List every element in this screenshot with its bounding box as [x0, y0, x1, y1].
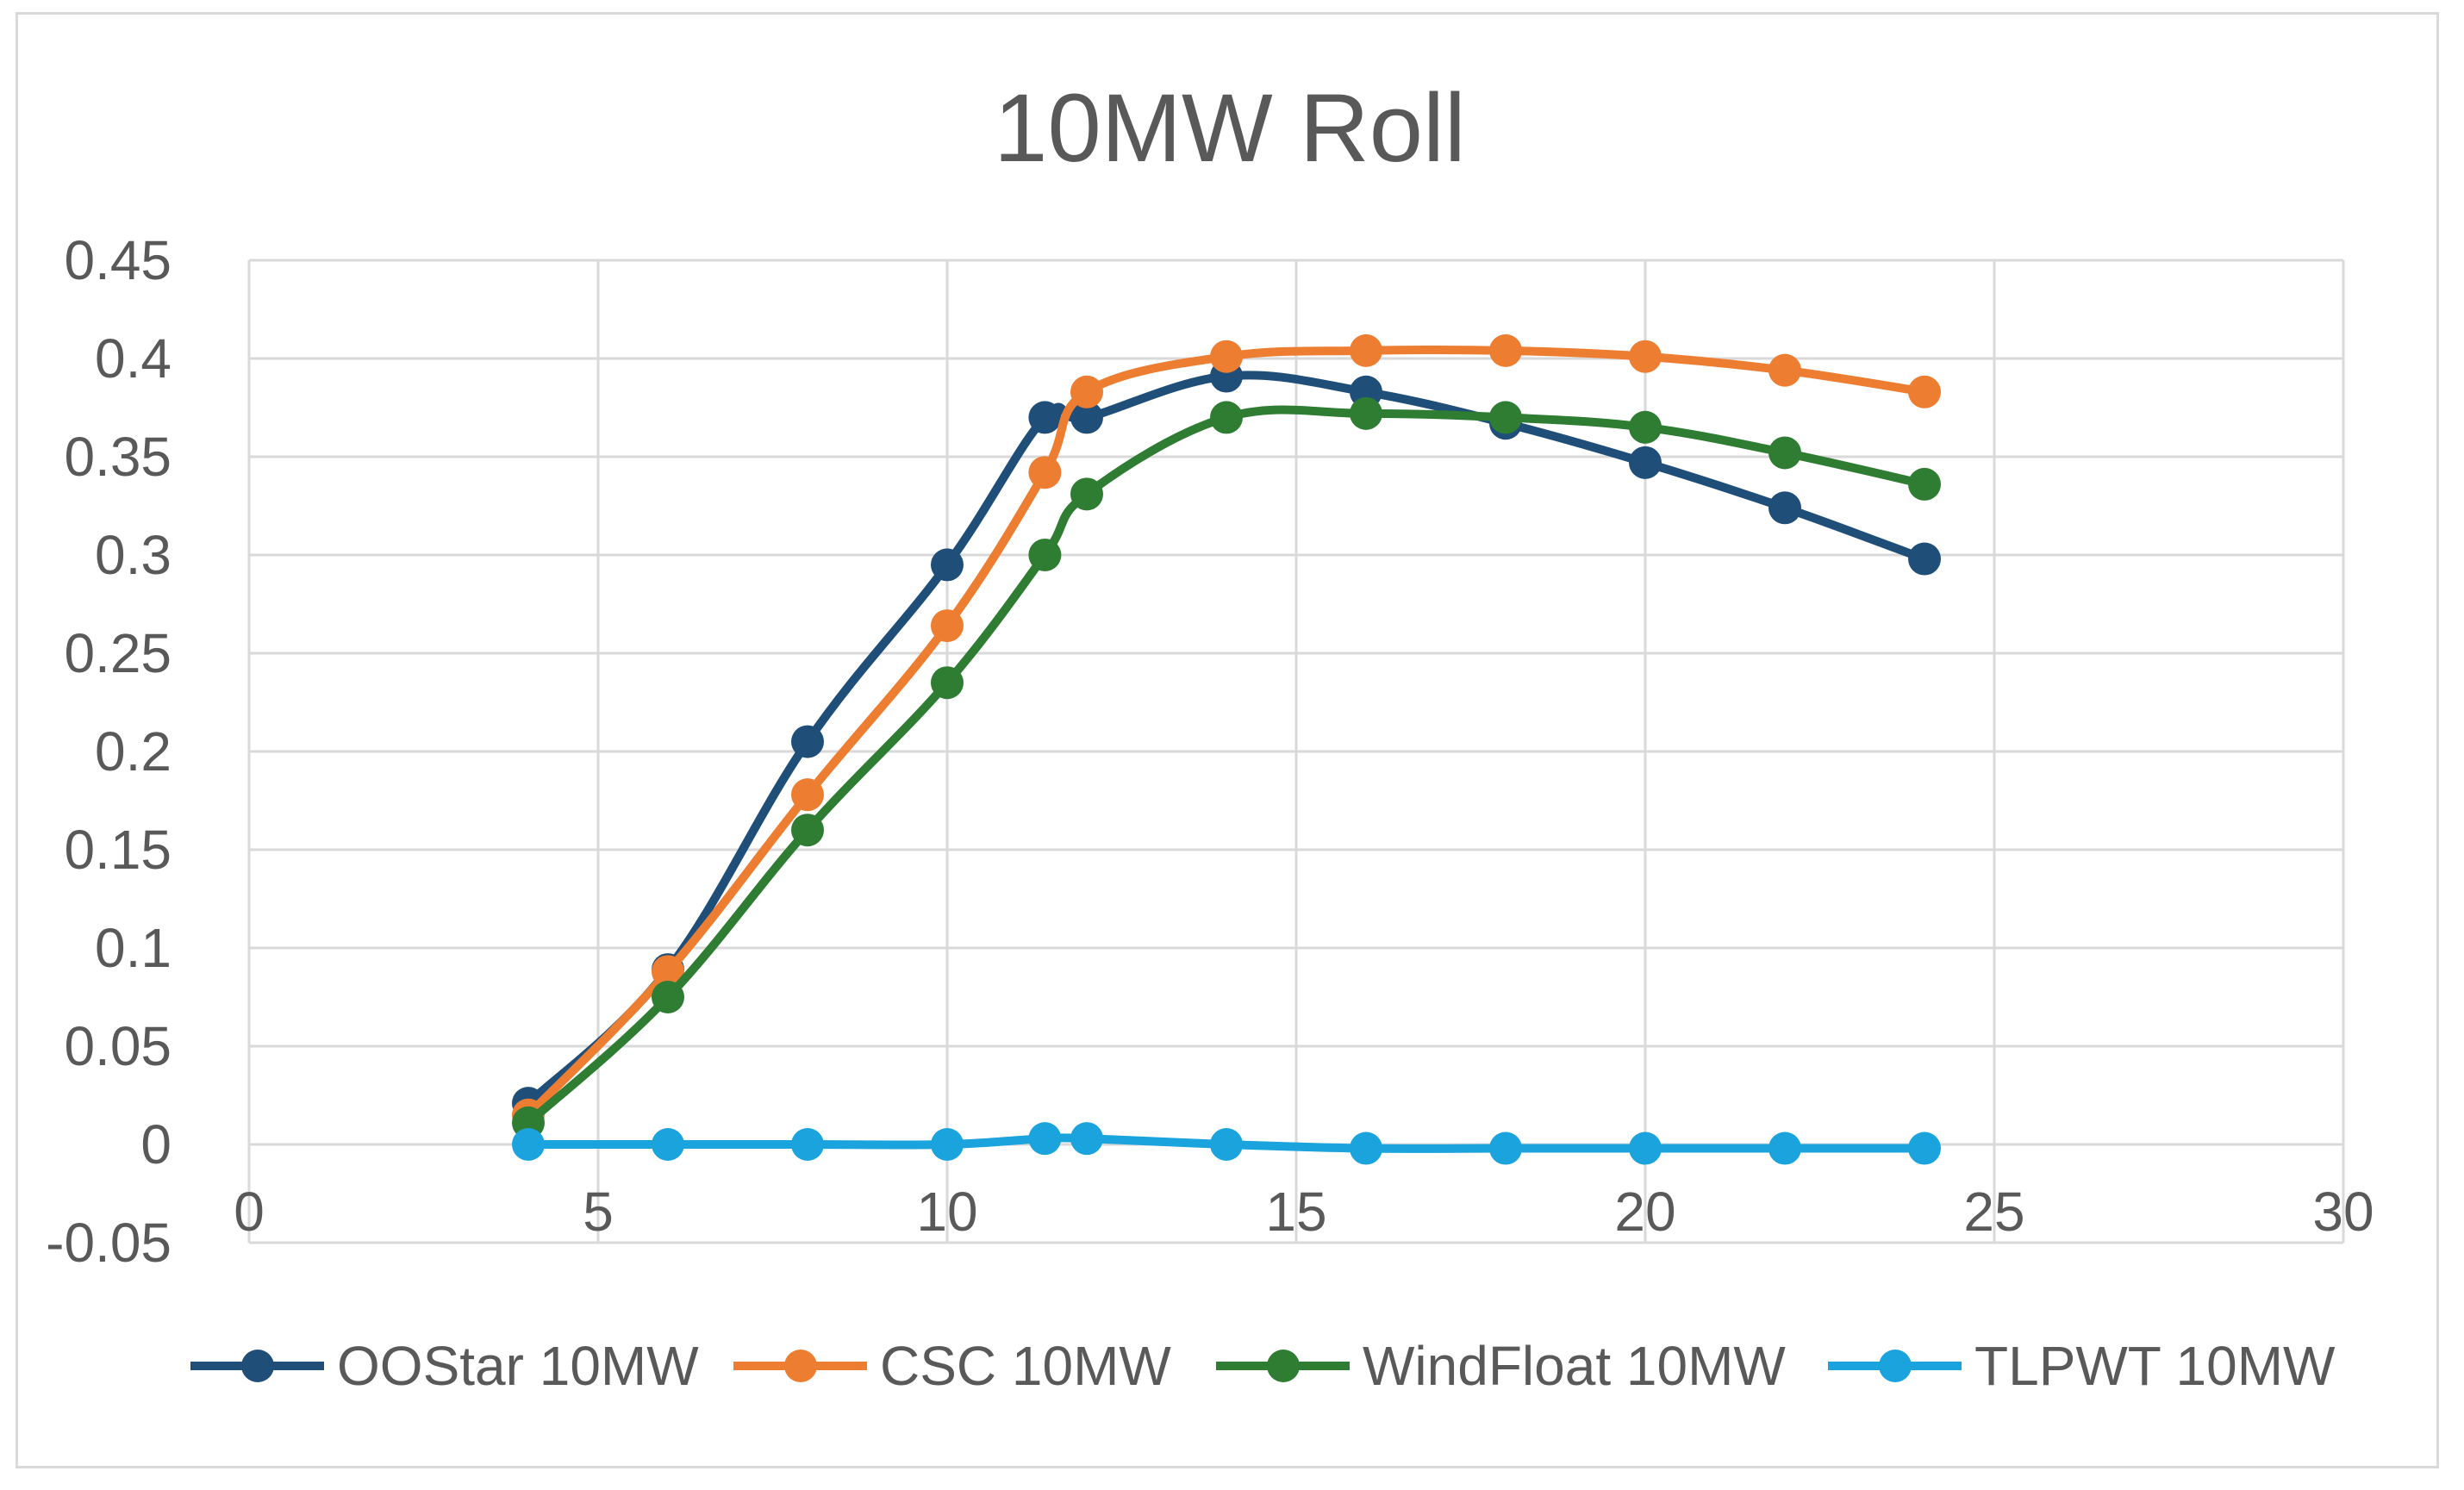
legend-marker: [241, 1350, 274, 1382]
legend-item: OOStar 10MW: [190, 1335, 699, 1397]
y-tick-label: 0.05: [64, 1015, 172, 1077]
y-tick-label: 0.3: [95, 524, 172, 586]
x-tick-label: 10: [916, 1181, 977, 1243]
legend-label: CSC 10MW: [880, 1335, 1171, 1397]
data-point: [791, 725, 824, 758]
data-point: [791, 1128, 824, 1161]
data-point: [1070, 1122, 1103, 1156]
data-point: [1908, 467, 1941, 501]
series-line: [524, 405, 1929, 1127]
data-point: [1768, 353, 1801, 387]
data-point: [1350, 396, 1382, 430]
data-point: [1908, 1132, 1941, 1165]
y-axis-tick-labels: -0.05 0 0.05 0.1 0.15 0.2 0.25 0.3 0.35 0.4 0.45: [46, 229, 172, 1274]
series-line: [524, 345, 1929, 1119]
series-tlpwt-10mw: [512, 1122, 1941, 1165]
data-point: [1350, 1132, 1382, 1165]
data-point: [1210, 401, 1243, 434]
data-point: [1070, 401, 1103, 434]
legend-marker: [1879, 1350, 1912, 1382]
legend-item: WindFloat 10MW: [1216, 1335, 1786, 1397]
y-tick-label: 0.1: [95, 917, 172, 979]
data-point: [652, 981, 684, 1013]
legend-item: CSC 10MW: [733, 1335, 1171, 1397]
series-line: [524, 1133, 1929, 1153]
data-point: [1768, 491, 1801, 525]
data-point: [931, 609, 964, 643]
legend-label: TLPWT 10MW: [1974, 1335, 2336, 1397]
data-point: [1768, 436, 1801, 470]
data-point: [512, 1128, 545, 1161]
data-point: [1070, 477, 1103, 511]
data-point: [1768, 1132, 1801, 1165]
y-tick-label: -0.05: [46, 1212, 172, 1274]
x-tick-label: 0: [234, 1181, 265, 1243]
legend-item: TLPWT 10MW: [1828, 1335, 2336, 1397]
data-point: [931, 666, 964, 700]
data-point: [931, 1128, 964, 1161]
x-axis-tick-labels: 0 5 10 15 20 25 30: [234, 1181, 2374, 1243]
data-point: [1028, 539, 1062, 571]
x-tick-label: 25: [1963, 1181, 2024, 1243]
series-windfloat-10mw: [512, 396, 1941, 1139]
data-point: [1210, 340, 1243, 373]
data-point: [1489, 401, 1522, 434]
data-point: [1028, 401, 1062, 434]
x-tick-label: 5: [583, 1181, 614, 1243]
x-tick-label: 15: [1265, 1181, 1326, 1243]
data-point: [1489, 1132, 1522, 1165]
series-csc-10mw: [512, 334, 1941, 1132]
data-point: [1629, 446, 1662, 479]
y-tick-label: 0: [140, 1113, 172, 1175]
y-tick-label: 0.15: [64, 819, 172, 881]
y-tick-label: 0.4: [95, 327, 172, 390]
legend: OOStar 10MW CSC 10MW WindFloat 10MW TLPWT 1…: [190, 1335, 2336, 1397]
data-point: [1908, 542, 1941, 576]
legend-marker: [1267, 1350, 1300, 1382]
legend-label: WindFloat 10MW: [1363, 1335, 1786, 1397]
data-point: [1028, 456, 1062, 489]
data-point: [1629, 1132, 1662, 1165]
data-point: [1070, 375, 1103, 408]
data-point: [1028, 1122, 1062, 1156]
data-point: [1210, 1128, 1243, 1161]
y-tick-label: 0.45: [64, 229, 172, 291]
x-tick-label: 20: [1614, 1181, 1675, 1243]
chart-svg: 10MW Roll 0 5 10 15 20 25 30 -0.05 0 0.05 0.1 0.15…: [46, 74, 2374, 1397]
data-point: [931, 548, 964, 582]
x-tick-label: 30: [2312, 1181, 2374, 1243]
chart-frame: 10MW Roll 0 5 10 15 20 25 30 -0.05 0 0.05 0.1 0.15…: [16, 12, 2439, 1468]
data-point: [1629, 410, 1662, 444]
series-layer: [512, 334, 1941, 1165]
y-tick-label: 0.35: [64, 426, 172, 488]
legend-marker: [784, 1350, 817, 1382]
y-tick-label: 0.25: [64, 622, 172, 684]
data-point: [1908, 375, 1941, 408]
y-tick-label: 0.2: [95, 720, 172, 782]
series-line: [524, 371, 1929, 1108]
legend-label: OOStar 10MW: [337, 1335, 699, 1397]
chart-title: 10MW Roll: [994, 74, 1466, 182]
data-point: [652, 1128, 684, 1161]
data-point: [652, 955, 684, 988]
data-point: [791, 814, 824, 847]
series-oostar-10mw: [512, 359, 1941, 1120]
data-point: [791, 778, 824, 812]
data-point: [1489, 334, 1522, 367]
data-point: [1350, 334, 1382, 367]
data-point: [1629, 340, 1662, 373]
grid-layer: [247, 259, 2345, 1244]
